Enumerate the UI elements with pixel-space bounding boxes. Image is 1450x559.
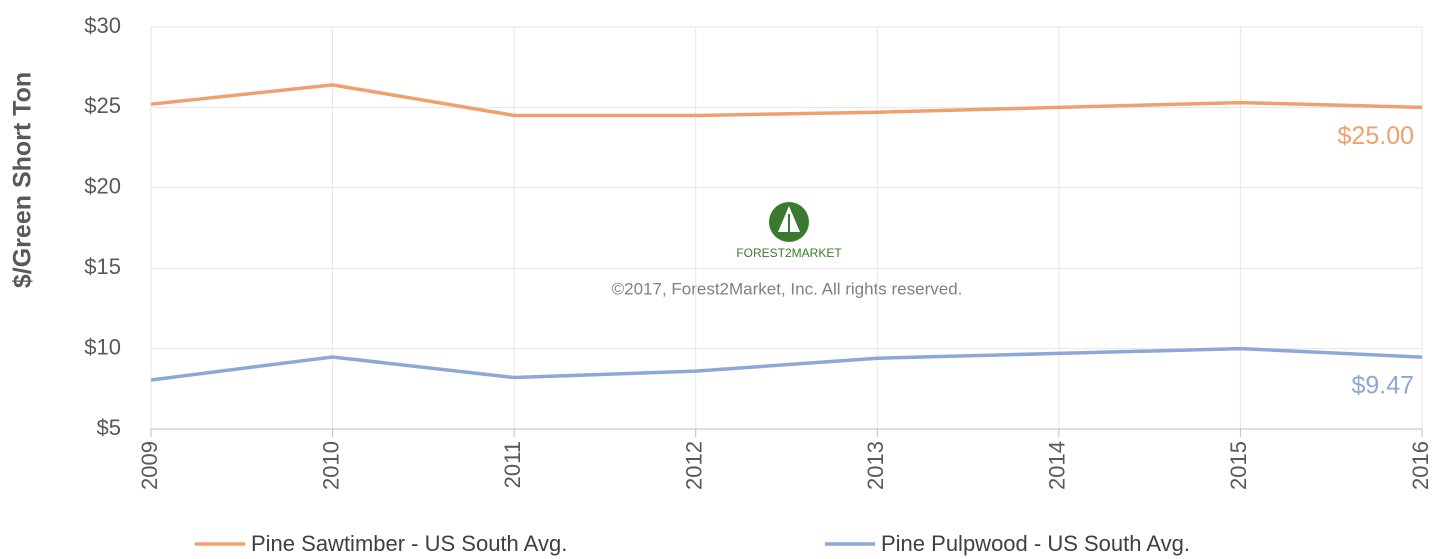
x-tick-label: 2016 [1408,441,1433,490]
x-tick-label: 2010 [318,441,343,490]
y-tick-label: $10 [84,334,121,359]
line-series [150,346,1423,382]
data-label: $9.47 [1351,372,1414,400]
x-tick-label: 2011 [500,441,525,488]
watermark-copyright: ©2017, Forest2Market, Inc. All rights re… [612,279,963,298]
data-label: $25.00 [1338,122,1414,150]
y-tick-label: $20 [84,174,121,199]
legend-label: Pine Pulpwood - US South Avg. [881,531,1190,556]
x-tick-label: 2013 [863,441,888,490]
y-tick-label: $30 [84,13,121,38]
legend-label: Pine Sawtimber - US South Avg. [251,531,567,556]
x-tick-label: 2014 [1045,441,1070,490]
y-tick-label: $5 [97,415,121,440]
watermark-logo [769,202,809,242]
y-tick-label: $15 [84,254,121,279]
line-series [150,83,1423,118]
x-tick-label: 2015 [1226,441,1251,490]
y-tick-label: $25 [84,93,121,118]
watermark-logo-text: FOREST2MARKET [736,246,842,260]
y-axis-title: $/Green Short Ton [9,72,37,288]
x-tick-label: 2012 [682,441,707,490]
x-tick-label: 2009 [137,441,162,490]
